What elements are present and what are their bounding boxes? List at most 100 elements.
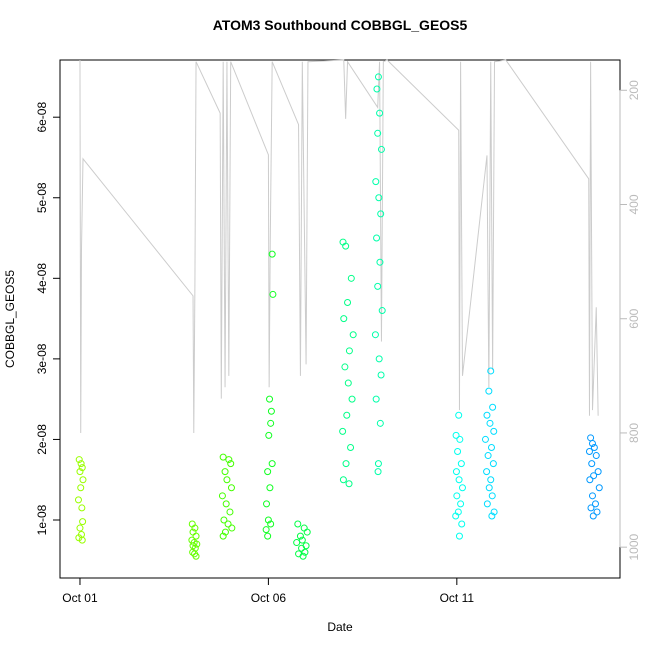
data-point xyxy=(342,242,350,250)
data-point xyxy=(452,431,460,439)
data-point xyxy=(267,520,275,528)
data-point xyxy=(487,443,495,451)
x-axis-title: Date xyxy=(327,620,353,634)
data-point xyxy=(78,536,86,544)
data-point xyxy=(376,419,384,427)
data-point xyxy=(77,484,85,492)
data-point xyxy=(374,460,382,468)
data-point xyxy=(592,452,600,460)
data-point xyxy=(371,331,379,339)
data-point xyxy=(489,460,497,468)
data-point xyxy=(345,347,353,355)
data-point xyxy=(219,453,227,461)
data-point xyxy=(269,290,277,298)
data-point xyxy=(296,532,304,540)
data-point xyxy=(263,500,271,508)
data-point xyxy=(592,500,600,508)
data-point xyxy=(225,456,233,464)
data-point xyxy=(293,539,301,547)
data-point xyxy=(375,194,383,202)
data-point xyxy=(342,460,350,468)
data-point xyxy=(588,492,596,500)
data-point xyxy=(191,524,199,532)
data-point xyxy=(374,282,382,290)
data-point xyxy=(483,500,491,508)
data-point xyxy=(455,532,463,540)
data-point xyxy=(456,435,464,443)
data-point xyxy=(585,448,593,456)
data-point xyxy=(340,315,348,323)
data-point xyxy=(588,439,596,447)
data-point xyxy=(452,512,460,520)
data-point xyxy=(219,532,227,540)
data-point xyxy=(341,363,349,371)
data-point xyxy=(267,419,275,427)
data-point xyxy=(484,452,492,460)
x-tick-label: Oct 01 xyxy=(62,591,98,605)
data-point xyxy=(372,395,380,403)
data-point xyxy=(593,508,601,516)
data-point xyxy=(226,508,234,516)
data-point xyxy=(344,379,352,387)
y-axis-title: COBBGL_GEOS5 xyxy=(3,270,17,368)
data-point xyxy=(192,552,200,560)
data-point xyxy=(488,492,496,500)
data-point xyxy=(223,476,231,484)
data-point xyxy=(489,403,497,411)
y-tick-label: 6e-08 xyxy=(35,102,49,133)
data-point xyxy=(264,516,272,524)
data-point xyxy=(374,468,382,476)
data-point xyxy=(301,548,309,556)
y-tick-label: 4e-08 xyxy=(35,263,49,294)
data-point xyxy=(264,532,272,540)
data-point xyxy=(268,250,276,258)
data-point xyxy=(76,524,84,532)
data-point xyxy=(490,427,498,435)
data-point xyxy=(298,544,306,552)
data-point xyxy=(454,448,462,456)
data-point xyxy=(452,468,460,476)
data-point xyxy=(588,460,596,468)
data-point xyxy=(490,508,498,516)
data-point xyxy=(218,492,226,500)
data-point xyxy=(487,367,495,375)
data-point xyxy=(374,73,382,81)
data-point xyxy=(373,234,381,242)
data-point xyxy=(458,484,466,492)
data-point xyxy=(481,435,489,443)
data-point xyxy=(345,480,353,488)
data-point xyxy=(267,407,275,415)
data-point xyxy=(222,500,230,508)
data-point xyxy=(595,484,603,492)
data-point xyxy=(76,468,84,476)
data-point xyxy=(587,504,595,512)
data-point xyxy=(377,371,385,379)
altitude-line xyxy=(79,59,599,433)
data-point xyxy=(378,307,386,315)
data-point xyxy=(79,476,87,484)
data-point xyxy=(189,548,197,556)
data-point xyxy=(299,552,307,560)
data-point xyxy=(193,540,201,548)
data-point xyxy=(372,178,380,186)
data-point xyxy=(220,516,228,524)
data-point xyxy=(228,524,236,532)
data-point xyxy=(344,298,352,306)
data-point xyxy=(79,518,87,526)
y-tick-label: 2e-08 xyxy=(35,424,49,455)
data-point xyxy=(348,395,356,403)
data-point xyxy=(349,331,357,339)
y-tick-label: 1e-08 xyxy=(35,504,49,535)
data-point xyxy=(483,411,491,419)
data-point xyxy=(303,528,311,536)
data-point xyxy=(486,419,494,427)
y2-tick-label: 200 xyxy=(627,80,641,100)
data-point xyxy=(376,109,384,117)
data-point xyxy=(294,520,302,528)
data-point xyxy=(586,476,594,484)
data-point xyxy=(221,468,229,476)
data-point xyxy=(457,500,465,508)
data-point xyxy=(298,536,306,544)
